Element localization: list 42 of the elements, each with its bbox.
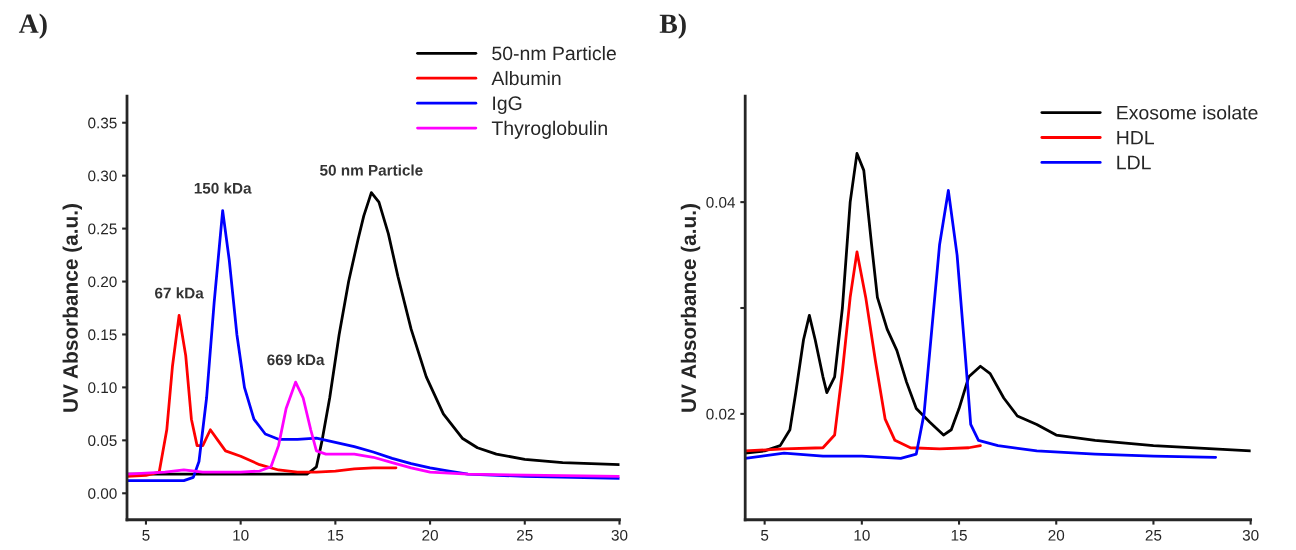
- annotation: 150 kDa: [194, 182, 252, 194]
- annotation: 669 kDa: [267, 353, 325, 366]
- annotation: 50 nm Particle: [320, 164, 423, 176]
- x-tick-label: 20: [422, 529, 438, 541]
- line-series: [745, 189, 1218, 460]
- legend-label: Albumin: [491, 70, 561, 86]
- y-tick-label: 0.04: [706, 196, 736, 208]
- x-tick-label: 15: [328, 530, 344, 541]
- x-tick-label: 10: [233, 529, 249, 541]
- x-tick-label: 5: [142, 530, 150, 541]
- legend-label: Exosome isolate: [1117, 105, 1258, 120]
- y-tick-label: 0.35: [88, 117, 117, 129]
- line-series: [745, 152, 1251, 455]
- x-tick-label: 25: [517, 529, 533, 541]
- y-tick-label: 0.15: [88, 329, 117, 341]
- y-tick-label: 0.30: [88, 170, 117, 182]
- y-tick-label: 0.02: [706, 408, 735, 420]
- y-axis-title: UV Absorbance (a.u.): [62, 204, 82, 412]
- x-tick-label: 20: [1048, 529, 1065, 541]
- legend-label: 50-nm Particle: [492, 45, 616, 61]
- y-tick-label: 0.10: [88, 382, 117, 394]
- legend-label: IgG: [493, 96, 522, 114]
- legend-label: Thyroglobulin: [491, 120, 607, 139]
- x-tick-label: 25: [1145, 529, 1162, 541]
- y-tick-label: 0.00: [88, 488, 117, 499]
- line-series: [127, 314, 398, 478]
- x-tick-label: 15: [951, 530, 967, 541]
- annotation: 67 kDa: [155, 287, 204, 299]
- line-series: [745, 250, 982, 453]
- x-tick-label: 5: [761, 530, 769, 541]
- x-tick-label: 30: [611, 529, 628, 541]
- legend-label: LDL: [1117, 155, 1151, 170]
- chart-title: B): [659, 13, 686, 39]
- legend-label: HDL: [1117, 130, 1155, 145]
- x-tick-label: 10: [854, 529, 870, 541]
- y-tick-label: 0.05: [88, 435, 117, 447]
- y-tick-label: 0.20: [88, 276, 117, 288]
- y-tick-label: 0.25: [88, 223, 117, 235]
- x-tick-label: 30: [1242, 529, 1259, 541]
- chart-title: A): [18, 13, 47, 39]
- line-series: [127, 380, 620, 478]
- y-axis-title: UV Absorbance (a.u.): [680, 204, 701, 412]
